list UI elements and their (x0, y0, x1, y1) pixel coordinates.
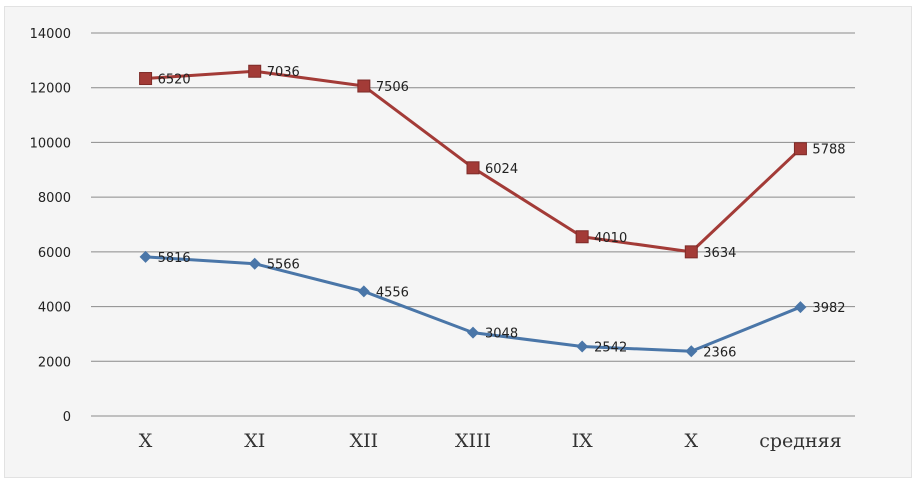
data-label: 5816 (158, 251, 191, 266)
data-label: 5788 (812, 143, 845, 158)
data-label: 7506 (376, 80, 409, 95)
data-label: 2542 (594, 340, 627, 355)
data-label: 2366 (703, 345, 736, 360)
square-marker (248, 64, 262, 78)
diamond-marker (248, 257, 261, 270)
series-lines (145, 69, 802, 353)
data-label: 3048 (485, 327, 518, 342)
x-tick-label: XII (350, 430, 379, 452)
data-label: 3634 (703, 246, 736, 261)
x-tick-label: IX (572, 430, 594, 452)
y-tick-label: 6000 (38, 246, 71, 261)
diamond-marker (794, 301, 807, 314)
square-marker (139, 72, 153, 86)
x-tick-label: X (685, 430, 699, 452)
gridlines (91, 32, 855, 362)
diamond-marker (467, 326, 479, 339)
square-marker (575, 230, 589, 244)
y-tick-label: 8000 (38, 191, 71, 206)
diamond-marker (139, 250, 152, 263)
data-label: 6520 (158, 73, 191, 88)
square-marker (466, 161, 480, 175)
y-tick-label: 0 (63, 410, 71, 425)
data-label: 4556 (376, 285, 409, 300)
chart-frame: 0 2000 4000 6000 8000 10000 12000 14000 X XI XII X… (4, 6, 912, 478)
data-label: 7036 (267, 65, 300, 80)
y-tick-label: 14000 (30, 27, 71, 42)
diamond-marker (685, 345, 698, 358)
y-tick-label: 2000 (38, 355, 71, 370)
y-tick-label: 12000 (30, 82, 71, 97)
data-label: 6024 (485, 162, 518, 177)
diamond-marker (576, 340, 589, 353)
x-tick-label: средняя (759, 430, 841, 452)
square-marker (684, 245, 698, 259)
square-marker (357, 79, 371, 93)
y-tick-label: 4000 (38, 301, 71, 316)
series-markers (139, 64, 807, 358)
x-tick-label: X (139, 430, 153, 452)
y-tick-label: 10000 (30, 136, 71, 151)
x-tick-label: XIII (455, 430, 491, 452)
data-label: 4010 (594, 231, 627, 246)
data-label: 5566 (267, 258, 300, 273)
data-labels: 6520 7036 7506 6024 4010 3634 5788 5816 5566 4556… (158, 65, 846, 360)
y-axis: 0 2000 4000 6000 8000 10000 12000 14000 (30, 27, 71, 425)
diamond-marker (357, 285, 370, 298)
square-marker (793, 142, 807, 156)
data-label: 3982 (812, 301, 845, 316)
x-tick-label: XI (244, 430, 265, 452)
